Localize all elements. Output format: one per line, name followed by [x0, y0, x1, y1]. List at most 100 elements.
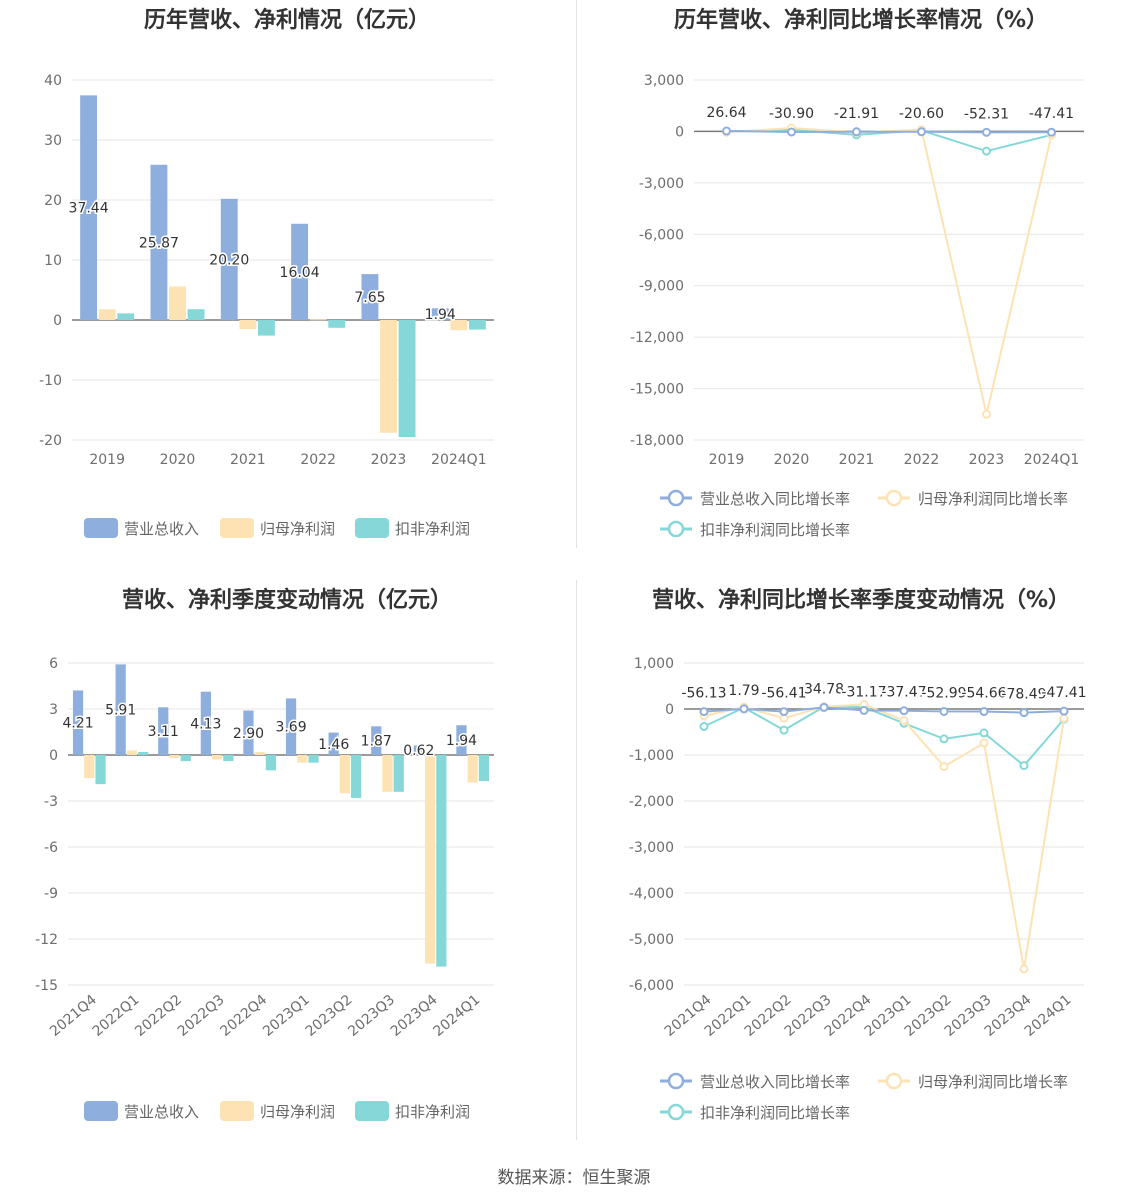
- x-tick-label: 2024Q1: [1024, 452, 1080, 468]
- chart-title: 营收、净利季度变动情况（亿元）: [121, 588, 452, 613]
- divider-top: [576, 0, 577, 548]
- x-tick-label: 2022Q4: [217, 992, 270, 1040]
- chart-title: 历年营收、净利情况（亿元）: [143, 8, 430, 33]
- x-tick-label: 2021: [839, 452, 875, 468]
- data-source-footer: 数据来源：恒生聚源: [497, 1168, 651, 1188]
- bar-net-profit: [169, 755, 180, 759]
- legend-label: 扣非净利润同比增长率: [700, 521, 850, 539]
- bar-revenue: [371, 726, 382, 755]
- data-point: [939, 734, 949, 744]
- bar-deducted-profit: [478, 755, 490, 782]
- data-point: [982, 146, 991, 156]
- y-tick-label: -3: [44, 794, 58, 810]
- data-point: [699, 721, 709, 731]
- annual-growth-rate-chart: 历年营收、净利同比增长率情况（%） 3,000 0 -3,000 -6,000 -9,0…: [574, 0, 1148, 560]
- data-point: [1019, 708, 1029, 718]
- data-point: [779, 725, 789, 735]
- x-tick-label: 2023: [371, 452, 407, 468]
- data-point: [917, 127, 926, 137]
- bar-value-label: 25.87: [139, 235, 179, 251]
- data-point: [1047, 127, 1056, 137]
- data-point: [979, 707, 989, 717]
- y-tick-label: -10: [39, 373, 62, 389]
- series-line: [703, 705, 1065, 767]
- bar-value-label: 4.13: [190, 716, 221, 732]
- x-tick-label: 2022: [300, 452, 336, 468]
- y-tick-label: 0: [53, 313, 62, 329]
- bar-revenue: [200, 691, 211, 755]
- quarterly-growth-rate-chart: 营收、净利同比增长率季度变动情况（%） 1,000 0 -1,000 -2,000 -3…: [574, 580, 1148, 1140]
- y-tick-label: -5,000: [629, 932, 674, 948]
- legend-swatch: [84, 1101, 118, 1121]
- y-tick-label: 1,000: [634, 656, 674, 672]
- bar-deducted-profit: [257, 320, 275, 336]
- bar-deducted-profit: [265, 755, 277, 771]
- legend-swatch: [84, 518, 118, 538]
- point-value-label: -52.99: [921, 685, 966, 701]
- bar-revenue: [328, 732, 339, 755]
- x-tick-label: 2019: [89, 452, 125, 468]
- chart-title: 历年营收、净利同比增长率情况（%）: [673, 8, 1049, 33]
- y-tick-label: 40: [44, 73, 62, 89]
- bar-value-label: 3.69: [275, 720, 306, 736]
- series-line: [703, 703, 1065, 970]
- bar-deducted-profit: [436, 755, 447, 967]
- x-tick-label: 2022Q1: [90, 992, 143, 1040]
- bar-net-profit: [380, 320, 397, 433]
- data-point: [899, 706, 909, 716]
- bar-net-profit: [297, 755, 308, 763]
- bar-net-profit: [126, 750, 138, 755]
- series-line: [726, 129, 1052, 134]
- legend-label: 扣非净利润: [395, 520, 470, 538]
- point-value-label: -31.17: [841, 684, 886, 700]
- bar-revenue: [80, 95, 98, 320]
- bar-deducted-profit: [393, 755, 404, 792]
- x-tick-label: 2021Q4: [47, 992, 100, 1040]
- data-point: [739, 704, 749, 714]
- point-value-label: -47.41: [1041, 685, 1086, 701]
- bar-value-label: 5.91: [105, 703, 136, 719]
- data-point: [982, 409, 991, 419]
- bar-value-label: 16.04: [280, 265, 320, 281]
- y-tick-label: -6,000: [639, 227, 684, 243]
- y-tick-label: -3,000: [629, 840, 674, 856]
- x-tick-label: 2022Q2: [132, 992, 185, 1040]
- bar-deducted-profit: [95, 755, 106, 785]
- data-point: [899, 716, 909, 725]
- chart-svg: 6 3 0 -3 -6 -9 -12 -15 4.21 5.91 3.11 4.13 2.90 3.69 1…: [35, 656, 494, 1121]
- y-tick-label: -15,000: [630, 382, 684, 398]
- bar-net-profit: [339, 755, 351, 794]
- x-tick-label: 2023Q3: [345, 992, 398, 1040]
- bar-value-label: 1.94: [425, 307, 456, 323]
- point-value-label: -78.49: [1001, 687, 1046, 703]
- bar-value-label: 4.21: [62, 716, 93, 732]
- y-tick-label: -15: [35, 978, 58, 994]
- x-tick-label: 2024Q1: [430, 992, 483, 1040]
- legend-label: 营业总收入: [124, 1103, 199, 1121]
- bar-deducted-profit: [308, 755, 319, 763]
- y-tick-label: -2,000: [629, 794, 674, 810]
- bar-deducted-profit: [138, 751, 149, 755]
- legend-swatch: [355, 518, 389, 538]
- bar-deducted-profit: [180, 755, 191, 762]
- data-point: [699, 707, 709, 717]
- legend-label: 扣非净利润同比增长率: [700, 1104, 850, 1122]
- bar-value-label: 7.65: [354, 290, 385, 306]
- data-point: [1019, 761, 1029, 771]
- y-tick-label: 20: [44, 193, 62, 209]
- x-tick-label: 2020: [774, 452, 810, 468]
- bar-revenue: [456, 725, 467, 755]
- chart-svg: 3,000 0 -3,000 -6,000 -9,000 -12,000 -15,000 -1…: [630, 73, 1084, 539]
- y-tick-label: -9: [44, 886, 58, 902]
- data-point: [722, 126, 731, 136]
- y-tick-label: 6: [49, 656, 58, 672]
- legend-swatch: [355, 1101, 389, 1121]
- bar-value-label: 0.62: [403, 743, 434, 759]
- bar-revenue: [72, 690, 84, 755]
- bar-net-profit: [239, 320, 257, 329]
- data-point: [982, 127, 991, 137]
- bar-net-profit: [211, 755, 223, 760]
- y-tick-label: -4,000: [629, 886, 674, 902]
- data-point: [852, 127, 861, 137]
- legend-swatch: [220, 1101, 254, 1121]
